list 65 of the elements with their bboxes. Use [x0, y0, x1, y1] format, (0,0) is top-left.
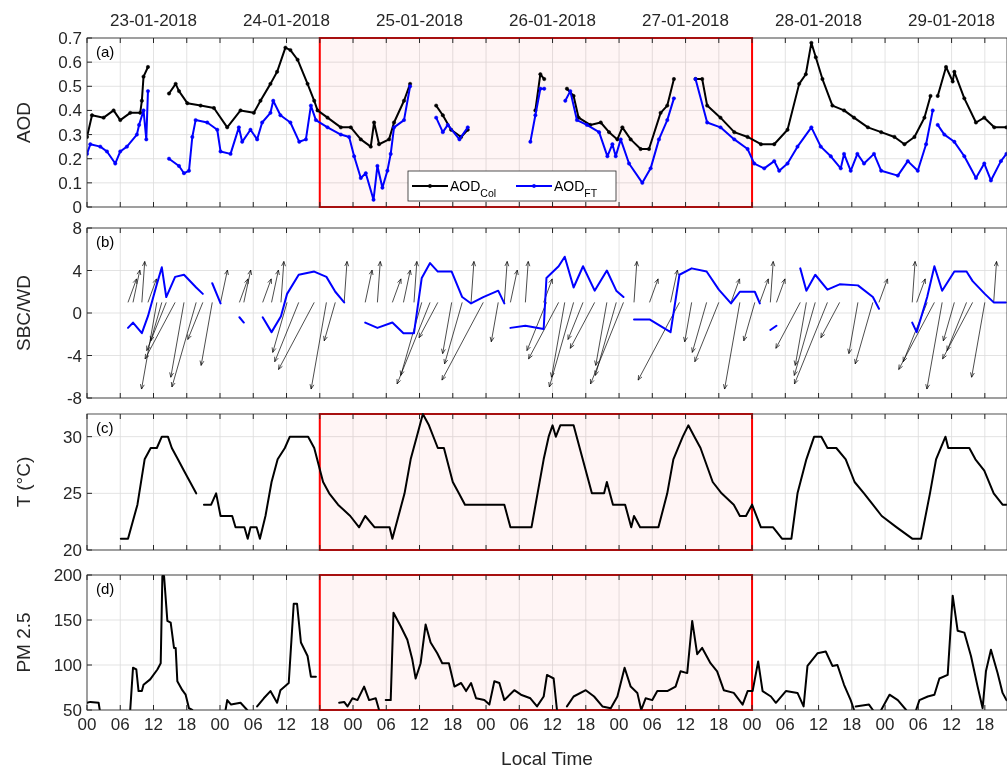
x-tick-label: 18 [975, 715, 995, 734]
y-tick-label: 0.6 [58, 53, 82, 73]
text: 24-01-2018 [243, 11, 330, 30]
y-tick-label: 200 [53, 566, 82, 585]
y-tick-label: 0 [72, 198, 82, 217]
x-tick-label: 12 [809, 715, 829, 734]
x-tick-label: 12 [277, 715, 296, 734]
y-tick-label: 25 [63, 484, 82, 504]
y-axis-title: PM 2.5 [13, 612, 34, 673]
y-tick-label: -4 [66, 346, 82, 366]
x-tick-label: 18 [310, 715, 330, 734]
x-tick-label: 00 [343, 715, 363, 734]
x-tick-label: 18 [177, 715, 197, 734]
x-tick-label: 18 [443, 715, 463, 734]
x-tick-label: 18 [842, 715, 862, 734]
y-tick-label: 0.5 [58, 77, 82, 97]
x-tick-label: 12 [543, 715, 562, 734]
x-tick-label: 00 [77, 715, 97, 734]
y-tick-label: 100 [53, 656, 82, 675]
x-tick-label: 06 [110, 715, 130, 734]
x-tick-label: 06 [908, 715, 928, 734]
y-tick-label: 8 [72, 219, 82, 238]
y-tick-label: -8 [66, 389, 82, 408]
y-tick-label: 4 [72, 261, 82, 281]
x-tick-label: 12 [144, 715, 163, 734]
x-axis-title: Local Time [501, 748, 593, 769]
y-tick-label: 0.1 [58, 173, 82, 193]
text: 25-01-2018 [376, 11, 464, 30]
annotation: (c) [96, 419, 114, 436]
text: 23-01-2018 [110, 11, 197, 30]
annotation: (d) [96, 580, 115, 597]
y-tick-label: 0.3 [58, 125, 82, 145]
annotation: (a) [96, 43, 115, 60]
y-tick-label: 0.2 [58, 149, 82, 169]
text: 27-01-2018 [642, 11, 730, 30]
x-tick-label: 00 [875, 715, 895, 734]
x-tick-label: 12 [676, 715, 696, 734]
x-tick-label: 06 [509, 715, 529, 734]
x-tick-label: 00 [609, 715, 629, 734]
x-tick-label: 18 [576, 715, 596, 734]
x-tick-label: 00 [742, 715, 762, 734]
y-axis-title: AOD [13, 101, 34, 144]
x-tick-label: 06 [243, 715, 263, 734]
x-tick-label: 06 [642, 715, 662, 734]
x-tick-label: 06 [376, 715, 396, 734]
y-tick-label: 0.4 [58, 101, 82, 121]
y-tick-label: 0 [72, 304, 82, 323]
y-tick-label: 30 [63, 427, 82, 447]
x-tick-label: 12 [942, 715, 962, 734]
y-axis-title: SBC/WD [13, 275, 34, 351]
annotation: (b) [96, 233, 115, 250]
x-tick-label: 00 [210, 715, 230, 734]
text: 29-01-2018 [908, 11, 996, 30]
x-tick-label: 18 [709, 715, 729, 734]
y-tick-label: 20 [63, 541, 82, 560]
x-tick-label: 12 [410, 715, 429, 734]
y-tick-label: 150 [53, 611, 82, 630]
y-tick-label: 0.7 [58, 29, 82, 48]
x-tick-label: 00 [476, 715, 496, 734]
x-tick-label: 06 [775, 715, 795, 734]
legend-label: AOD$_{FT}$ [554, 178, 598, 199]
y-axis-title: T (°C) [13, 456, 34, 508]
text: 28-01-2018 [775, 11, 863, 30]
legend-label: AOD$_{Col}$ [450, 178, 497, 199]
text: 26-01-2018 [509, 11, 597, 30]
